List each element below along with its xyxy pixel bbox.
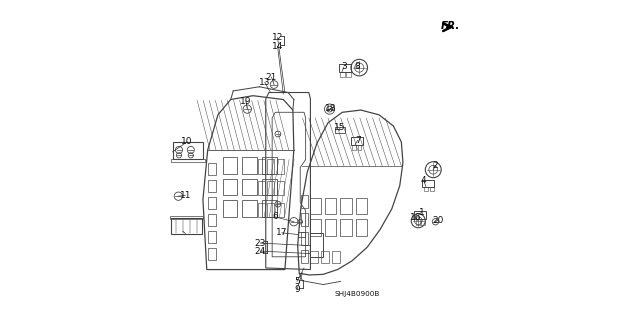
Text: 15: 15 — [334, 123, 346, 132]
Bar — [340, 198, 351, 214]
Bar — [268, 159, 275, 174]
Bar — [310, 233, 323, 257]
Bar — [262, 200, 276, 217]
Bar — [339, 64, 351, 72]
Text: 20: 20 — [433, 216, 444, 225]
Bar — [422, 180, 434, 187]
Bar — [301, 250, 308, 263]
Bar — [171, 218, 202, 234]
Text: 17: 17 — [276, 228, 287, 237]
Bar — [258, 159, 265, 174]
Text: 16: 16 — [410, 213, 422, 222]
Bar — [277, 203, 284, 217]
Text: 18: 18 — [325, 104, 337, 113]
Bar — [243, 200, 257, 217]
Text: 1: 1 — [419, 208, 424, 217]
Text: 8: 8 — [355, 63, 360, 71]
Bar — [170, 216, 204, 219]
Bar — [310, 251, 318, 263]
Text: SHJ4B0900B: SHJ4B0900B — [335, 291, 380, 297]
Bar — [208, 214, 216, 226]
Bar — [351, 137, 364, 145]
Bar — [208, 163, 216, 175]
Bar — [332, 251, 340, 263]
Bar — [301, 213, 308, 226]
Bar — [310, 219, 321, 236]
Bar — [258, 203, 265, 217]
Bar — [173, 142, 203, 159]
Bar — [262, 157, 276, 174]
Bar — [325, 198, 336, 214]
Bar — [243, 157, 257, 174]
Text: 24: 24 — [255, 247, 266, 256]
Bar — [223, 179, 237, 195]
Text: 7: 7 — [355, 136, 360, 145]
Bar — [171, 159, 205, 162]
Text: 21: 21 — [266, 73, 277, 82]
Bar — [356, 198, 367, 214]
Text: 14: 14 — [272, 42, 284, 51]
Bar — [356, 219, 367, 236]
Bar — [277, 159, 284, 174]
Bar — [352, 145, 356, 150]
Bar — [414, 211, 426, 219]
Bar — [277, 181, 284, 195]
Bar — [262, 179, 276, 195]
Text: 23: 23 — [255, 239, 266, 248]
Text: 9: 9 — [294, 285, 300, 294]
Bar — [298, 232, 305, 237]
Bar — [358, 145, 362, 150]
Bar — [208, 248, 216, 260]
Bar — [208, 197, 216, 209]
Bar — [223, 157, 237, 174]
Bar — [310, 198, 321, 214]
Bar — [424, 187, 428, 191]
Bar — [325, 219, 336, 236]
Text: 11: 11 — [180, 191, 191, 200]
Bar — [268, 181, 275, 195]
Bar — [340, 219, 351, 236]
Text: 4: 4 — [421, 176, 426, 185]
Text: 2: 2 — [433, 161, 438, 170]
Bar — [268, 203, 275, 217]
Bar — [208, 231, 216, 243]
Bar — [416, 219, 420, 225]
Bar — [301, 232, 308, 245]
Bar — [346, 72, 351, 77]
Bar — [208, 180, 216, 192]
Bar — [340, 72, 344, 77]
Bar — [243, 179, 257, 195]
Text: FR.: FR. — [440, 21, 460, 32]
Bar — [321, 251, 329, 263]
Text: 3: 3 — [341, 63, 347, 71]
Text: 12: 12 — [272, 33, 284, 42]
Text: 5: 5 — [294, 277, 300, 286]
Text: 6: 6 — [273, 212, 278, 221]
Bar — [301, 195, 308, 208]
Text: 10: 10 — [181, 137, 193, 146]
Text: 19: 19 — [240, 97, 252, 106]
Text: 13: 13 — [259, 78, 271, 87]
Bar — [335, 127, 344, 133]
Bar — [223, 200, 237, 217]
Bar — [422, 219, 425, 225]
Bar — [258, 181, 265, 195]
Bar — [429, 187, 433, 191]
